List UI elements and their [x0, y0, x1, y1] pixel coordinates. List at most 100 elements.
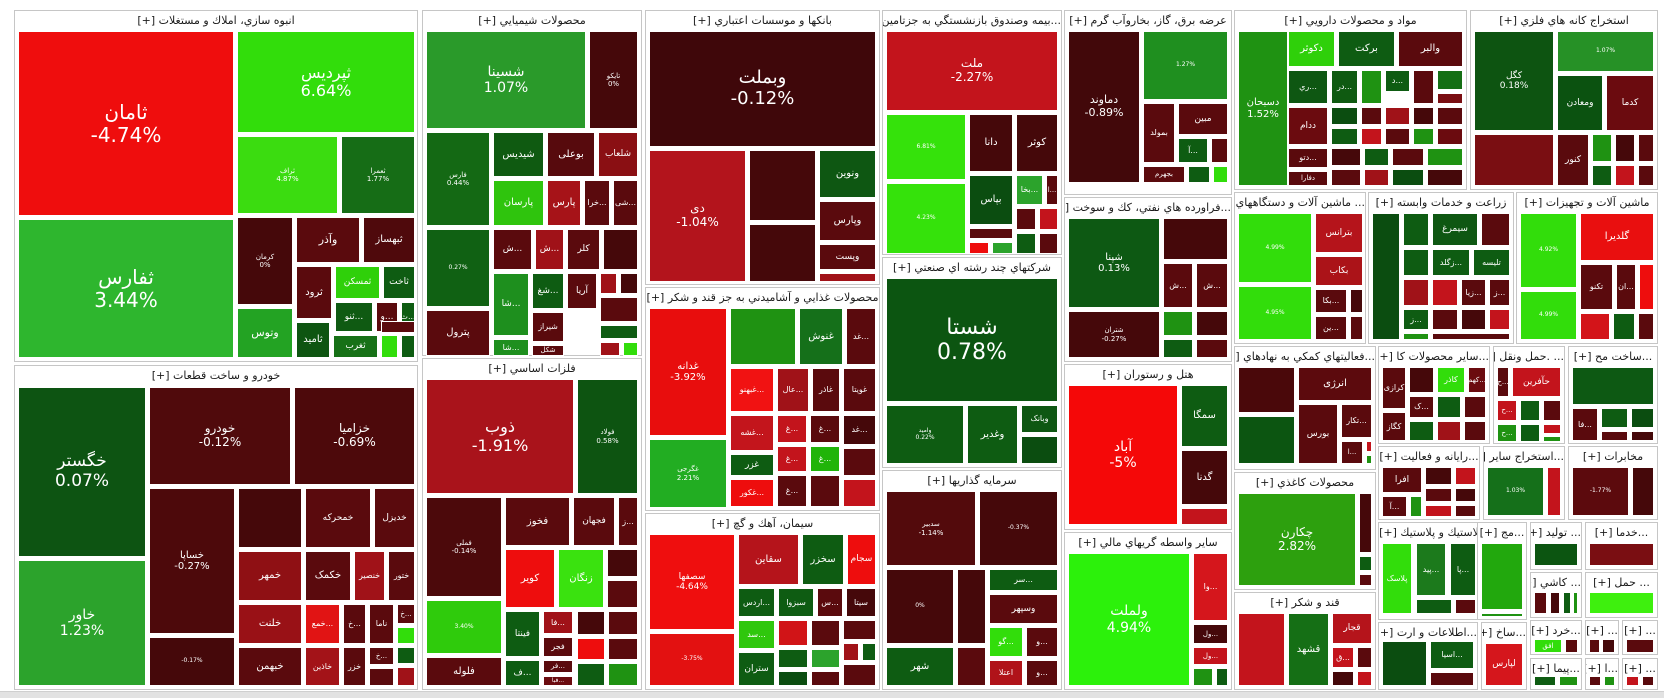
tile-دانا[interactable]: دانا — [969, 114, 1013, 172]
sector-header[interactable]: مخابرات [+] — [1569, 447, 1657, 466]
tile-...غ[interactable]: ...غ — [810, 415, 840, 443]
tile-افرا[interactable]: افرا — [1382, 467, 1422, 493]
tile-...ک[interactable]: ...ک — [1409, 396, 1434, 418]
sector-header[interactable]: ... حمل [+] — [1586, 573, 1657, 592]
tile-خلنت[interactable]: خلنت — [238, 604, 302, 644]
tile[interactable] — [1359, 493, 1372, 553]
tile[interactable] — [1409, 421, 1434, 441]
tile-خنصیر[interactable]: خنصیر — [354, 551, 385, 601]
tile[interactable]: 4.99% — [1520, 291, 1577, 340]
sector-header[interactable]: ... [+] — [1623, 621, 1657, 640]
tile-وبملت[interactable]: وبملت -0.12% — [649, 31, 876, 147]
tile-شسینا[interactable]: شسینا 1.07% — [426, 31, 586, 129]
tile-ثامید[interactable]: ثامید — [296, 322, 330, 358]
sector-header[interactable]: ... کاشي [+] — [1531, 573, 1581, 592]
tile-...گو[interactable]: ...گو — [989, 627, 1023, 657]
tile-خزر[interactable]: خزر — [343, 647, 366, 686]
tile[interactable] — [992, 242, 1013, 254]
tile[interactable] — [811, 620, 840, 646]
tile[interactable] — [1615, 134, 1635, 162]
tile-دکوثر[interactable]: دکوثر — [1288, 31, 1335, 67]
tile[interactable] — [1589, 592, 1654, 614]
tile[interactable] — [1413, 70, 1434, 104]
tile[interactable] — [957, 647, 986, 686]
tile[interactable] — [608, 638, 638, 660]
tile-ثفارس[interactable]: ثفارس 3.44% — [18, 219, 234, 358]
tile-...اردس[interactable]: ...اردس — [738, 588, 775, 617]
tile-...غکور[interactable]: ...غکور — [730, 479, 774, 507]
sector-header[interactable]: ... .حمل ونقل [+] — [1494, 347, 1564, 366]
tile[interactable] — [1534, 676, 1556, 686]
tile-...عال[interactable]: ...عال — [777, 368, 809, 412]
tile[interactable]: -3.75% — [649, 633, 735, 686]
sector-header[interactable]: ...سایر محصولات کا [+] — [1379, 347, 1489, 366]
tile-...ول[interactable]: ...ول — [1193, 624, 1228, 644]
tile-گدنا[interactable]: گدنا — [1181, 450, 1228, 505]
tile[interactable] — [607, 580, 638, 608]
tile-ملت[interactable]: ملت -2.27% — [886, 31, 1058, 111]
tile[interactable] — [1455, 488, 1476, 502]
tile[interactable] — [1425, 505, 1452, 517]
tile-...ان[interactable]: ...ان — [1616, 264, 1636, 310]
tile-ثراف[interactable]: ثراف 4.87% — [237, 136, 338, 214]
tile[interactable] — [401, 335, 415, 358]
tile[interactable] — [1413, 128, 1434, 145]
tile[interactable] — [1392, 169, 1424, 186]
tile-وبانک[interactable]: وبانک — [1021, 405, 1058, 433]
tile[interactable] — [1626, 676, 1639, 686]
sector-header[interactable]: ...فراورده هاي نفتي، کك و سوخت [+] — [1065, 198, 1231, 217]
tile[interactable] — [369, 668, 394, 686]
tile[interactable] — [1403, 333, 1429, 340]
tile-...زگلد[interactable]: ...زگلد — [1432, 249, 1470, 276]
tile-ددام[interactable]: ددام — [1288, 107, 1328, 145]
tile-...ش[interactable]: ...ش — [535, 229, 564, 270]
sector-header[interactable]: سایر واسطه گریهاي مالي [+] — [1065, 533, 1231, 552]
tile-...و[interactable]: ...و — [1026, 627, 1058, 657]
tile-خاور[interactable]: خاور 1.23% — [18, 560, 146, 686]
tile[interactable] — [1481, 613, 1523, 617]
tile-بترانس[interactable]: بترانس — [1315, 213, 1363, 253]
tile[interactable] — [1601, 408, 1628, 428]
tile[interactable] — [1642, 676, 1654, 686]
tile[interactable] — [843, 664, 876, 686]
tile[interactable] — [1238, 416, 1295, 464]
tile-وپارس[interactable]: وپارس — [819, 201, 876, 241]
tile-...وا[interactable]: ...وا — [1193, 553, 1228, 621]
tile-...بکا[interactable]: ...بکا — [1315, 289, 1347, 313]
tile-بجهرم[interactable]: بجهرم — [1143, 166, 1185, 183]
tile[interactable]: 3.40% — [426, 600, 502, 654]
tile-تکنو[interactable]: تکنو — [1580, 264, 1613, 310]
sector-header[interactable]: ...فعالیتهاي کمکي به نهادهاي [+] — [1235, 347, 1375, 366]
tile[interactable] — [1589, 676, 1601, 686]
tile[interactable] — [1366, 441, 1372, 452]
tile-ثرود[interactable]: ثرود — [296, 266, 332, 319]
tile[interactable] — [1638, 134, 1654, 162]
tile[interactable] — [1592, 165, 1612, 186]
tile-...ح[interactable]: ...ح — [1497, 424, 1517, 442]
sector-header[interactable]: محصولات غذايي و آشامیدني به جز قند و شکر… — [646, 288, 879, 307]
tile-کدما[interactable]: کدما — [1606, 75, 1654, 131]
tile[interactable] — [1039, 208, 1058, 230]
tile[interactable] — [1413, 107, 1434, 125]
tile[interactable] — [1437, 421, 1461, 441]
tile[interactable] — [1437, 107, 1463, 125]
tile[interactable] — [1016, 233, 1036, 254]
tile[interactable]: 0% — [886, 569, 954, 644]
tile-فارس[interactable]: فارس 0.44% — [426, 132, 490, 226]
tile[interactable] — [397, 667, 415, 686]
tile[interactable] — [1474, 134, 1554, 186]
tile[interactable] — [620, 273, 638, 294]
tile[interactable]: -0.17% — [149, 637, 235, 686]
tile-غاذر[interactable]: غاذر — [812, 368, 840, 412]
tile[interactable] — [1213, 166, 1228, 183]
tile-...شا[interactable]: ...شا — [493, 273, 529, 336]
tile-...غ[interactable]: ...غ — [777, 446, 807, 472]
tile-خمحرکه[interactable]: خمحرکه — [305, 488, 371, 548]
tile-ثپردیس[interactable]: ثپردیس 6.64% — [237, 31, 415, 133]
tile[interactable] — [1437, 128, 1463, 145]
tile-کرمان[interactable]: کرمان 0% — [237, 217, 293, 305]
sector-header[interactable]: ...ساخت مح [+] — [1569, 347, 1657, 366]
tile-اعتلا[interactable]: اعتلا — [989, 660, 1023, 686]
tile-قجار[interactable]: قجار — [1332, 613, 1372, 644]
tile-پارس[interactable]: پارس — [547, 180, 581, 226]
